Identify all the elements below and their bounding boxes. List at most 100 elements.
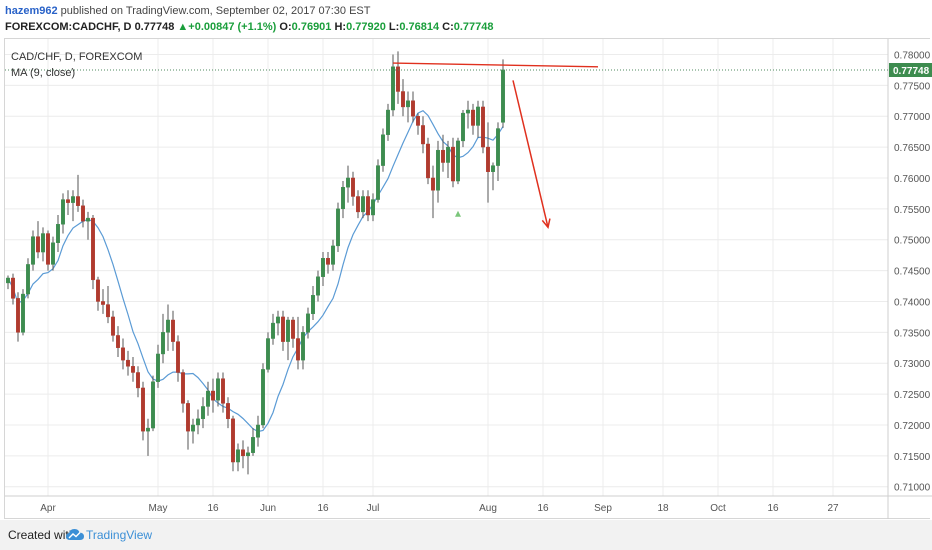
candle-body xyxy=(486,146,491,172)
candle-body xyxy=(230,418,235,463)
candle-body xyxy=(220,378,225,404)
candle xyxy=(316,270,321,302)
candle-body xyxy=(306,313,311,333)
candle-body xyxy=(316,276,321,296)
candle-body xyxy=(321,258,326,277)
candle-body xyxy=(170,319,175,342)
candle xyxy=(140,381,145,441)
candle-body xyxy=(31,236,36,265)
candle-body xyxy=(56,224,61,243)
price-tick-label: 0.73500 xyxy=(894,328,931,339)
candle xyxy=(200,397,205,429)
price-tick-label: 0.73000 xyxy=(894,359,931,370)
candlestick-chart[interactable]: 0.78000 0.77500 0.77000 0.76500 0.76000 0.755… xyxy=(0,0,932,520)
candle xyxy=(386,103,391,141)
candle-body xyxy=(326,258,331,265)
candle xyxy=(135,366,140,398)
symbol-quote-line: FOREXCOM:CADCHF, D 0.77748 ▲+0.00847 (+1… xyxy=(5,21,494,33)
candle xyxy=(406,91,411,123)
candle xyxy=(351,171,356,206)
candle xyxy=(311,286,316,320)
price-tick-label: 0.75500 xyxy=(894,205,931,216)
candle xyxy=(431,165,436,219)
candle-body xyxy=(361,196,366,213)
low-label: L: xyxy=(388,21,400,33)
candle xyxy=(441,134,446,172)
candle-body xyxy=(341,187,346,210)
candle-body xyxy=(16,298,21,333)
candle xyxy=(250,428,255,456)
annotations-layer xyxy=(392,62,599,230)
candle-body xyxy=(371,199,376,216)
candle xyxy=(125,350,130,376)
candle xyxy=(165,304,170,351)
candle xyxy=(266,332,271,373)
candle-body xyxy=(256,424,261,438)
candle xyxy=(80,199,85,228)
candle-body xyxy=(200,406,205,420)
candle-body xyxy=(456,140,461,182)
candle xyxy=(346,165,351,203)
candle xyxy=(381,128,386,172)
change-value: +0.00847 (+1.1%) xyxy=(188,21,277,33)
candle xyxy=(271,313,276,345)
candle-body xyxy=(296,338,301,361)
candle xyxy=(90,215,95,290)
indicator-legend[interactable]: MA (9, close) xyxy=(11,67,76,79)
candle-body xyxy=(100,301,105,305)
tradingview-brand[interactable]: TradingView xyxy=(86,528,153,542)
candle-body xyxy=(110,316,115,336)
candle xyxy=(461,110,466,148)
candle-body xyxy=(476,106,481,126)
candle xyxy=(466,100,471,129)
candle xyxy=(356,190,361,219)
candle-body xyxy=(210,390,215,401)
candle xyxy=(491,162,496,191)
candle xyxy=(301,326,306,370)
candle-body xyxy=(301,332,306,361)
time-tick-label: 16 xyxy=(317,503,329,514)
candle-body xyxy=(65,199,70,203)
price-tick-label: 0.77000 xyxy=(894,112,931,123)
time-tick-label: Oct xyxy=(710,503,726,514)
candle-body xyxy=(185,403,190,432)
candle-body xyxy=(105,304,110,318)
candle-body xyxy=(175,341,180,373)
candle-body xyxy=(436,149,441,191)
candle-body xyxy=(215,378,220,401)
candle-body xyxy=(266,338,271,370)
candle xyxy=(451,137,456,188)
candle xyxy=(95,276,100,311)
time-tick-label: 16 xyxy=(767,503,779,514)
candle-body xyxy=(190,424,195,432)
candle-body xyxy=(261,369,266,426)
candle xyxy=(61,193,66,234)
candle-body xyxy=(165,319,170,333)
candle xyxy=(446,140,451,178)
candle-body xyxy=(155,353,160,382)
candle-body xyxy=(391,66,396,111)
candle xyxy=(5,275,10,290)
candle xyxy=(205,381,210,416)
candle xyxy=(120,338,125,370)
high-label: H: xyxy=(334,21,347,33)
candle-body xyxy=(85,217,90,222)
author-name[interactable]: hazem962 xyxy=(5,5,58,17)
publish-info: hazem962 published on TradingView.com, S… xyxy=(5,5,371,17)
candle-body xyxy=(411,100,416,117)
candle-body xyxy=(61,199,66,225)
low-value: 0.76814 xyxy=(399,21,440,33)
candle xyxy=(155,344,160,388)
candle xyxy=(341,181,346,219)
price-tick-label: 0.76500 xyxy=(894,143,931,154)
candle-body xyxy=(120,347,125,361)
candle xyxy=(476,100,481,138)
price-tick-label: 0.77500 xyxy=(894,81,931,92)
signal-marker-icon xyxy=(455,210,461,217)
last-price-badge-label: 0.77748 xyxy=(893,66,930,77)
candle-body xyxy=(115,335,120,348)
candle xyxy=(291,316,296,348)
candle xyxy=(70,190,75,222)
candle-body xyxy=(205,390,210,407)
candle-body xyxy=(250,437,255,453)
